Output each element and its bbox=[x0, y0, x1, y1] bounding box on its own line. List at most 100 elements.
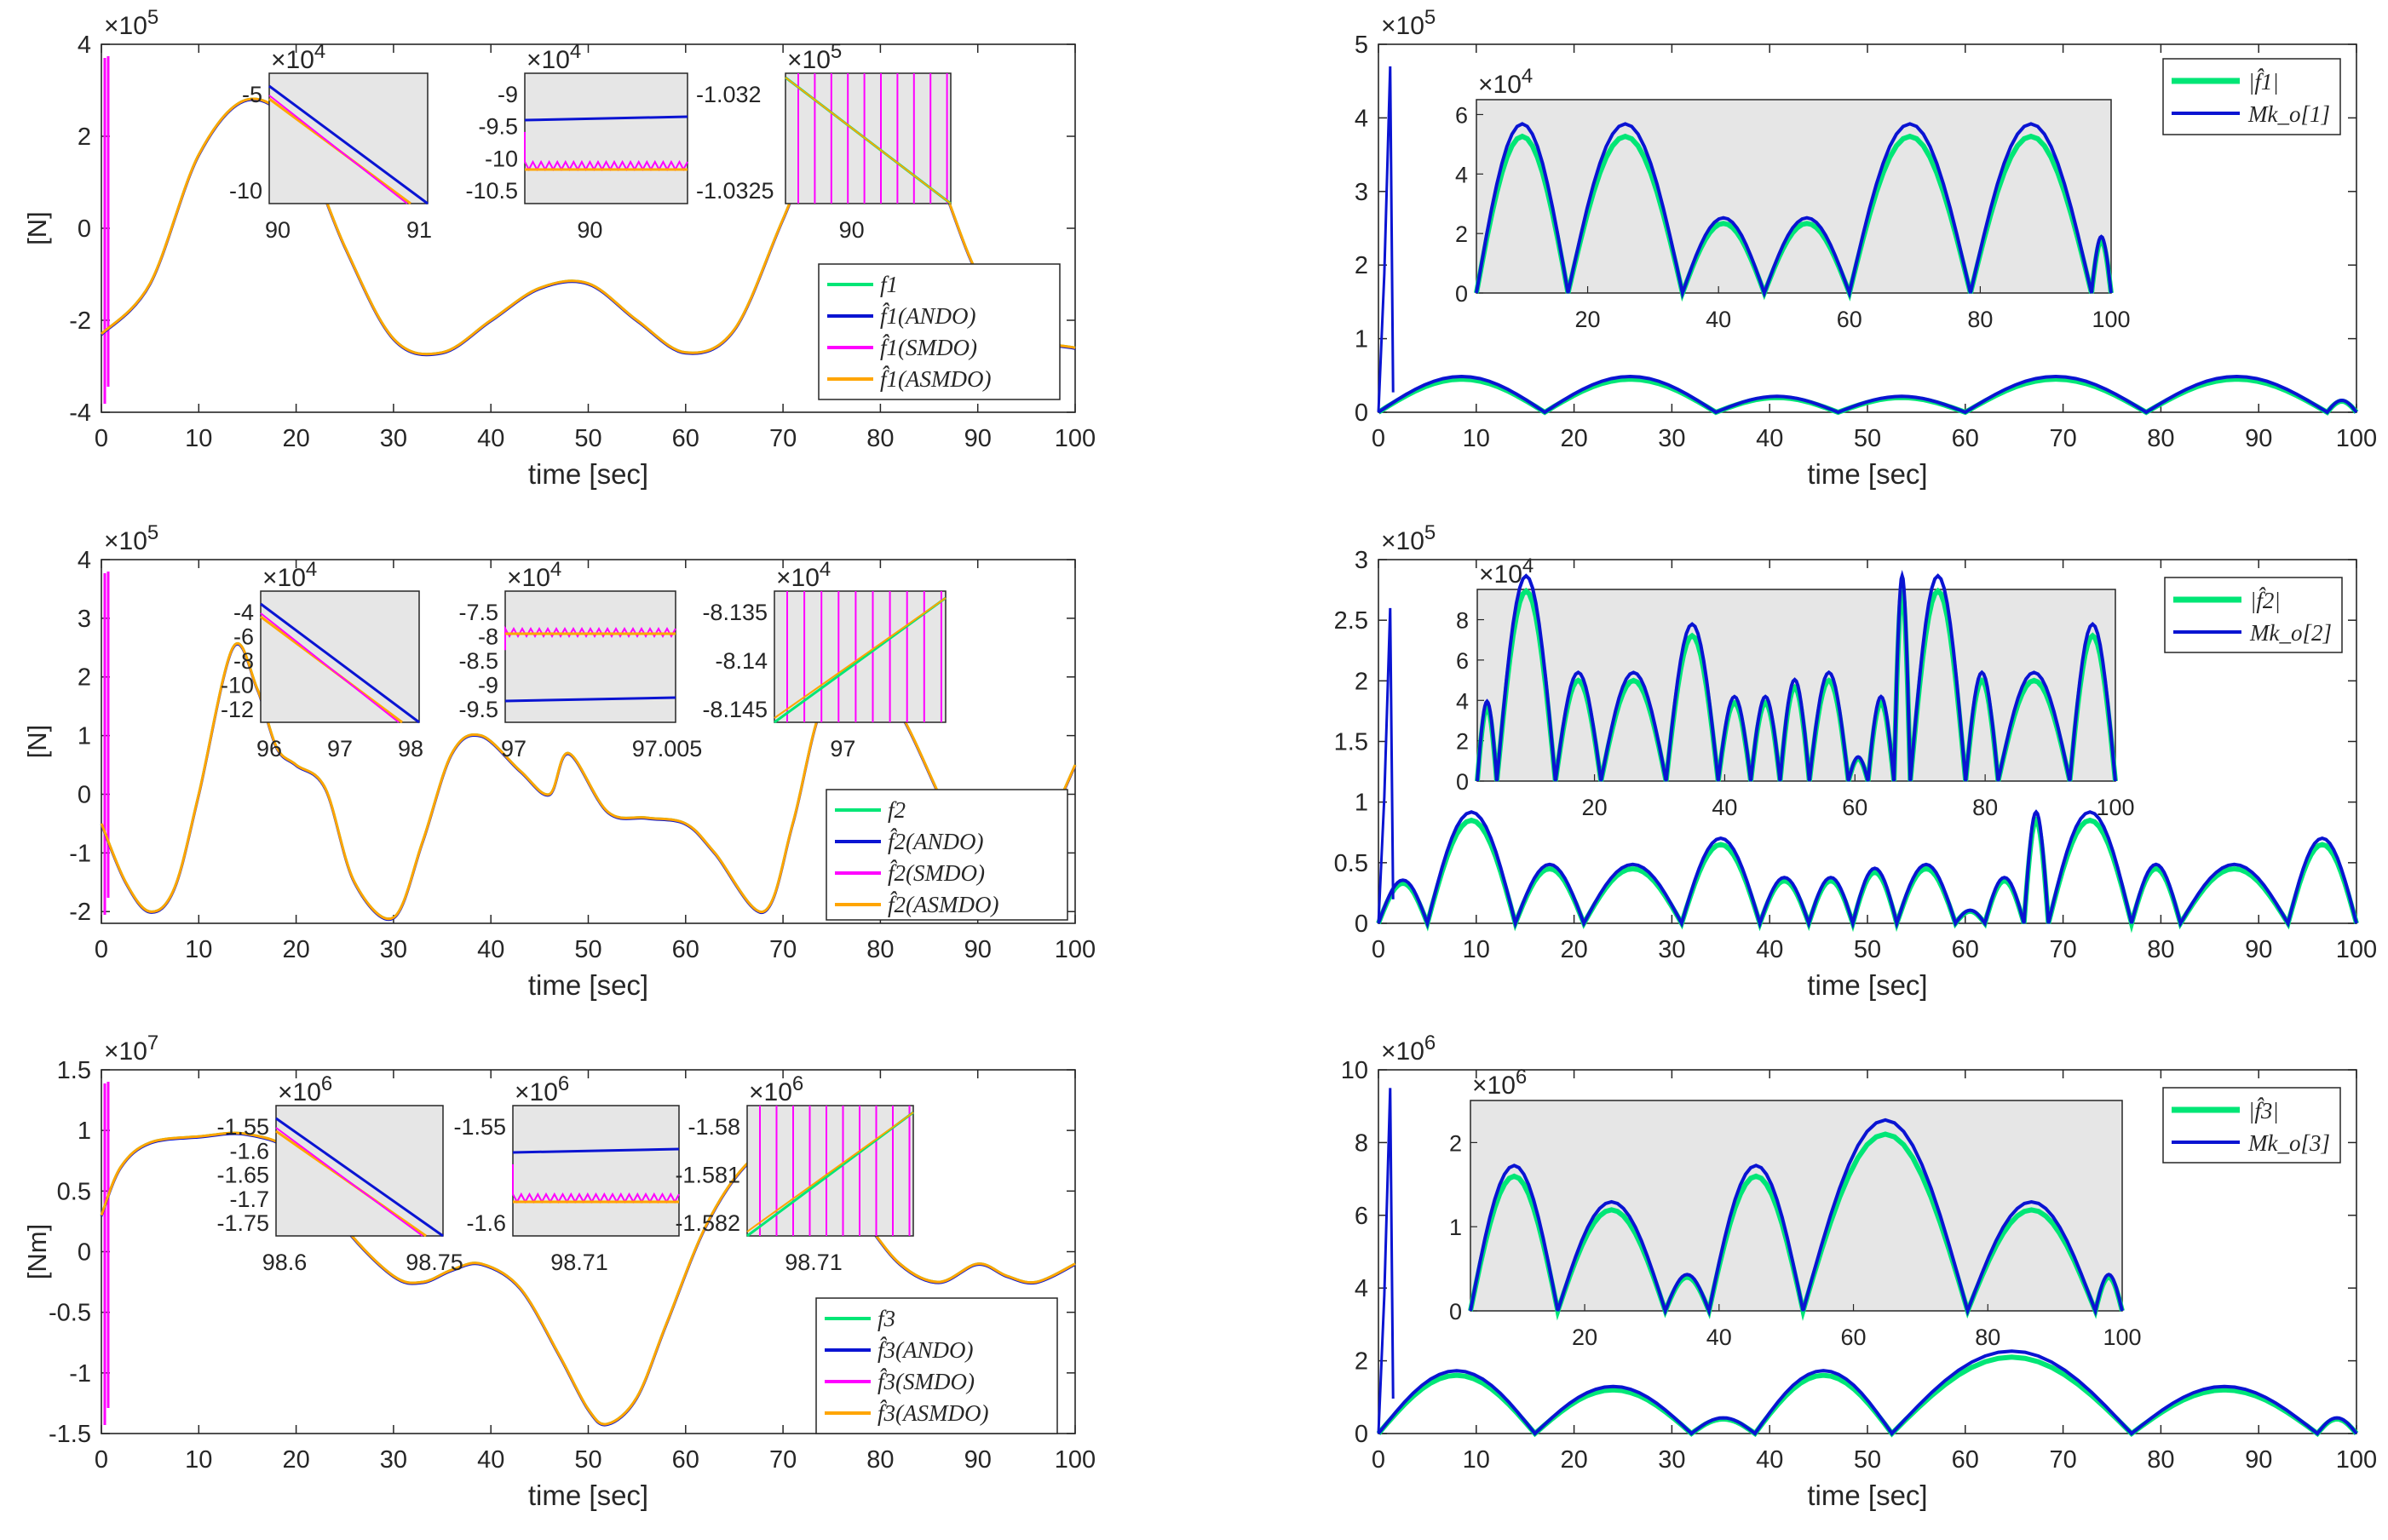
y-tick-label: 1 bbox=[1355, 326, 1368, 353]
inset-x-tick: 98 bbox=[398, 736, 423, 761]
inset-smdo bbox=[275, 1127, 423, 1237]
exponent-label: ×105 bbox=[104, 6, 158, 40]
inset-x-tick: 60 bbox=[1841, 1325, 1867, 1350]
inset-y-tick: -9.5 bbox=[478, 114, 518, 140]
x-tick-label: 20 bbox=[282, 936, 309, 963]
inset-y-tick: -4 bbox=[233, 600, 254, 625]
y-tick-label: 2.5 bbox=[1334, 607, 1368, 635]
inset: ×104 0 2 4 6 20 40 60 80 100 bbox=[1455, 65, 2131, 332]
x-tick-label: 100 bbox=[2336, 936, 2377, 963]
exponent-label: ×105 bbox=[1381, 521, 1436, 555]
x-tick-label: 80 bbox=[2147, 425, 2174, 452]
x-tick-label: 40 bbox=[1756, 1446, 1783, 1474]
inset-y-tick: -10 bbox=[485, 146, 518, 171]
inset-exponent: ×106 bbox=[278, 1072, 332, 1106]
inset-x-tick: 20 bbox=[1572, 1325, 1597, 1350]
inset-right-y-tick: -1.032 bbox=[696, 82, 762, 107]
legend-entry: f̂3(ASMDO) bbox=[878, 1399, 988, 1426]
legend-entry: f̂3(ANDO) bbox=[878, 1336, 973, 1363]
inset-y-tick: -5 bbox=[242, 82, 262, 107]
x-tick-label: 10 bbox=[1463, 936, 1490, 963]
legend: f2 f̂2(ANDO) f̂2(SMDO) f̂2(ASMDO) bbox=[826, 789, 1068, 921]
legend: f3 f̂3(ANDO) f̂3(SMDO) f̂3(ASMDO) bbox=[815, 1297, 1058, 1434]
inset-frame bbox=[275, 1105, 444, 1237]
x-tick-label: 40 bbox=[477, 936, 504, 963]
legend-entry: f̂2(ASMDO) bbox=[888, 891, 998, 917]
plot-p1: 0 10 20 30 40 50 60 70 80 90 100 -4 -2 0 2 4 time [sec] [… bbox=[22, 6, 1096, 490]
legend-entry: |f̂3| bbox=[2248, 1097, 2279, 1123]
series-mko bbox=[1377, 1349, 2358, 1437]
y-tick-label: 3 bbox=[1355, 179, 1368, 206]
x-tick-label: 20 bbox=[1560, 1446, 1587, 1474]
legend: |f̂3| Mk_o[3] bbox=[2162, 1087, 2341, 1164]
inset-y-tick: -8.135 bbox=[702, 600, 768, 625]
inset-exponent: ×106 bbox=[515, 1072, 569, 1106]
inset-2: ×104 -9 -9.5 -10 -10.5 -1.032 -1.0325 90 bbox=[465, 40, 774, 243]
inset-y-tick: -8.14 bbox=[715, 648, 768, 674]
x-tick-label: 30 bbox=[380, 1446, 407, 1474]
x-tick-label: 90 bbox=[964, 1446, 992, 1474]
x-tick-label: 90 bbox=[2245, 425, 2272, 452]
y-tick-label: -1 bbox=[69, 1360, 91, 1388]
legend: |f̂2| Mk_o[2] bbox=[2164, 577, 2343, 653]
legend-entry: f̂1(ANDO) bbox=[880, 302, 975, 329]
x-tick-label: 80 bbox=[866, 1446, 894, 1474]
inset-x-tick: 98.71 bbox=[550, 1250, 608, 1275]
legend-entry: f2 bbox=[888, 797, 906, 823]
y-tick-label: 1.5 bbox=[1334, 729, 1368, 756]
legend-frame bbox=[818, 263, 1061, 400]
legend-entry: Mk_o[2] bbox=[2249, 620, 2332, 646]
legend-entry: f3 bbox=[878, 1306, 895, 1331]
inset-y-tick: -6 bbox=[233, 624, 254, 650]
inset-y-tick: -1.6 bbox=[229, 1138, 269, 1164]
inset-y-tick: 0 bbox=[1455, 281, 1468, 307]
x-tick-label: 10 bbox=[1463, 1446, 1490, 1474]
y-tick-label: 0 bbox=[1355, 911, 1368, 938]
legend-entry: Mk_o[3] bbox=[2247, 1130, 2330, 1156]
x-tick-label: 20 bbox=[1560, 425, 1587, 452]
x-tick-label: 20 bbox=[1560, 936, 1587, 963]
inset-frame bbox=[1476, 99, 2112, 294]
legend-frame bbox=[815, 1297, 1058, 1434]
x-tick-label: 90 bbox=[2245, 936, 2272, 963]
y-tick-label: -4 bbox=[69, 399, 91, 427]
inset: ×106 0 1 2 20 40 60 80 100 bbox=[1449, 1066, 2142, 1350]
y-tick-label: 0 bbox=[1355, 1421, 1368, 1448]
smdo-transient bbox=[103, 56, 110, 404]
inset-2: ×106 -1.55 -1.6 98.71 bbox=[453, 1072, 680, 1275]
x-tick-label: 50 bbox=[574, 936, 601, 963]
inset-y-tick: -1.58 bbox=[688, 1114, 740, 1140]
x-tick-label: 10 bbox=[185, 425, 212, 452]
inset-3: ×104 -8.135 -8.14 -8.145 97 bbox=[702, 558, 947, 761]
inset-exponent: ×105 bbox=[787, 40, 842, 74]
inset-ando bbox=[260, 602, 420, 724]
inset-ando bbox=[512, 1147, 680, 1154]
x-tick-label: 50 bbox=[574, 425, 601, 452]
x-tick-label: 10 bbox=[1463, 425, 1490, 452]
y-tick-label: 4 bbox=[78, 547, 91, 574]
exponent-label: ×106 bbox=[1381, 1031, 1436, 1066]
initial-spike bbox=[1377, 607, 1395, 924]
inset-y-tick: -8 bbox=[233, 648, 254, 674]
x-tick-label: 20 bbox=[282, 1446, 309, 1474]
x-axis-label: time [sec] bbox=[1807, 969, 1927, 1001]
inset-y-tick: -9.5 bbox=[458, 697, 498, 722]
inset-y-tick: 0 bbox=[1456, 769, 1469, 795]
x-tick-label: 0 bbox=[95, 936, 108, 963]
inset-x-tick: 80 bbox=[1972, 795, 1998, 820]
y-tick-label: 3 bbox=[1355, 547, 1368, 574]
x-tick-label: 90 bbox=[964, 936, 992, 963]
x-axis-label: time [sec] bbox=[528, 969, 648, 1001]
x-tick-label: 0 bbox=[95, 1446, 108, 1474]
x-tick-label: 40 bbox=[477, 1446, 504, 1474]
x-tick-label: 10 bbox=[185, 936, 212, 963]
inset-y-tick: -10 bbox=[221, 673, 254, 698]
inset-mko bbox=[1476, 569, 2117, 782]
inset-frame bbox=[260, 590, 420, 723]
legend-frame bbox=[2162, 58, 2341, 135]
x-tick-label: 70 bbox=[2049, 425, 2076, 452]
y-tick-label: 0.5 bbox=[57, 1178, 91, 1205]
inset-y-tick: 6 bbox=[1455, 102, 1468, 128]
x-tick-label: 30 bbox=[1658, 425, 1685, 452]
